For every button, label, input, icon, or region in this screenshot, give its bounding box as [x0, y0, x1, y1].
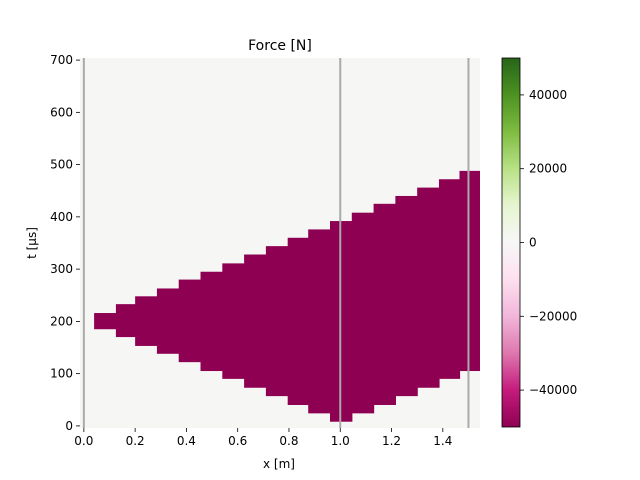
heatmap-cell [395, 195, 418, 397]
y-axis-label: t [µs] [25, 227, 39, 259]
x-tick-label: 0.2 [126, 434, 145, 448]
colorbar-tick-label: −20000 [529, 309, 577, 323]
x-axis-label: x [m] [263, 457, 295, 471]
x-tick-label: 1.2 [382, 434, 401, 448]
x-tick-label: 1.0 [331, 434, 350, 448]
heatmap-cell [115, 304, 136, 338]
x-tick-label: 1.4 [433, 434, 452, 448]
colorbar-tick-label: 20000 [529, 162, 567, 176]
heatmap-cell [438, 179, 461, 379]
heatmap-cell [178, 279, 202, 363]
y-tick-label: 400 [50, 210, 73, 224]
x-tick-label: 0.0 [74, 434, 93, 448]
y-tick-label: 100 [50, 367, 73, 381]
colorbar-axis: −40000 −20000 0 20000 40000 [520, 88, 577, 397]
chart-title: Force [N] [248, 38, 312, 54]
heatmap-cell [373, 203, 396, 406]
y-axis: 0 100 200 300 400 500 600 700 [50, 53, 80, 433]
x-tick-label: 0.4 [177, 434, 196, 448]
heatmap-cell [222, 263, 245, 379]
heatmap-cell [308, 229, 331, 414]
y-tick-label: 300 [50, 262, 73, 276]
colorbar-tick-label: 0 [529, 236, 537, 250]
y-tick-label: 600 [50, 105, 73, 119]
y-tick-label: 500 [50, 158, 73, 172]
y-tick-label: 0 [65, 419, 73, 433]
colorbar-tick-label: 40000 [529, 88, 567, 102]
heatmap-cell [417, 187, 440, 388]
heatmap-cell [287, 237, 309, 406]
heatmap-cell [156, 288, 180, 354]
heatmap-cell [351, 212, 375, 414]
x-tick-label: 0.8 [279, 434, 298, 448]
colorbar [501, 57, 521, 428]
x-tick-label: 0.6 [228, 434, 247, 448]
heatmap-cell [200, 271, 223, 372]
plot-area [80, 58, 480, 428]
y-tick-label: 200 [50, 314, 73, 328]
heatmap-cell [135, 296, 158, 346]
heatmap-cell [459, 170, 480, 372]
heatmap-cell [265, 246, 289, 397]
heatmap-cell [94, 313, 117, 330]
colorbar-tick-label: −40000 [529, 383, 577, 397]
x-axis: 0.0 0.2 0.4 0.6 0.8 1.0 1.2 1.4 [74, 428, 452, 448]
y-tick-label: 700 [50, 53, 73, 67]
heatmap-cell [244, 254, 267, 388]
